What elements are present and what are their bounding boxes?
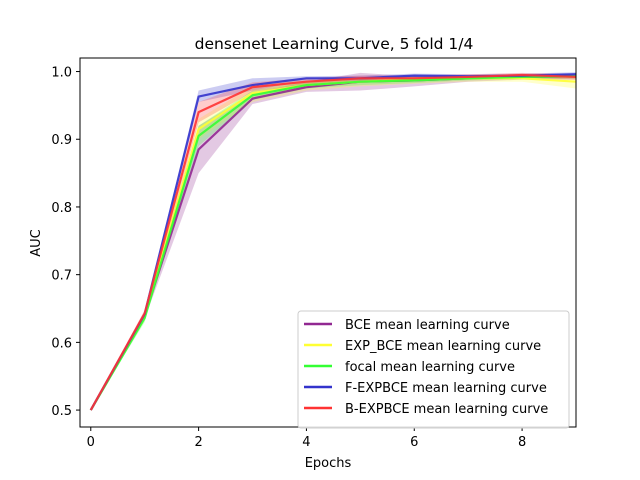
legend-label: EXP_BCE mean learning curve xyxy=(345,339,541,354)
series-lines xyxy=(89,73,577,411)
y-tick-label: 0.9 xyxy=(51,133,72,148)
legend-label: BCE mean learning curve xyxy=(345,318,510,333)
x-axis-label: Epochs xyxy=(305,456,352,471)
y-tick-label: 1.0 xyxy=(51,66,72,81)
x-tick-label: 2 xyxy=(194,435,202,450)
y-tick-label: 0.6 xyxy=(51,336,72,351)
y-axis-ticks: 0.5 0.6 0.7 0.8 0.9 1.0 xyxy=(51,66,80,419)
line-series-2 xyxy=(89,75,577,411)
x-tick-label: 8 xyxy=(518,435,526,450)
x-tick-label: 6 xyxy=(410,435,418,450)
y-axis-label: AUC xyxy=(29,229,44,257)
legend-label: focal mean learning curve xyxy=(345,360,515,375)
legend: BCE mean learning curve EXP_BCE mean lear… xyxy=(297,310,570,429)
legend-label: B-EXPBCE mean learning curve xyxy=(345,402,548,417)
legend-box xyxy=(297,310,570,429)
x-tick-label: 0 xyxy=(87,435,95,450)
chart-title: densenet Learning Curve, 5 fold 1/4 xyxy=(195,35,474,53)
line-series-4 xyxy=(89,73,577,411)
legend-label: F-EXPBCE mean learning curve xyxy=(345,381,547,396)
x-axis-ticks: 0 2 4 6 8 xyxy=(87,427,526,450)
y-tick-label: 0.8 xyxy=(51,201,72,216)
y-tick-label: 0.5 xyxy=(51,404,72,419)
x-tick-label: 4 xyxy=(302,435,310,450)
y-tick-label: 0.7 xyxy=(51,269,72,284)
